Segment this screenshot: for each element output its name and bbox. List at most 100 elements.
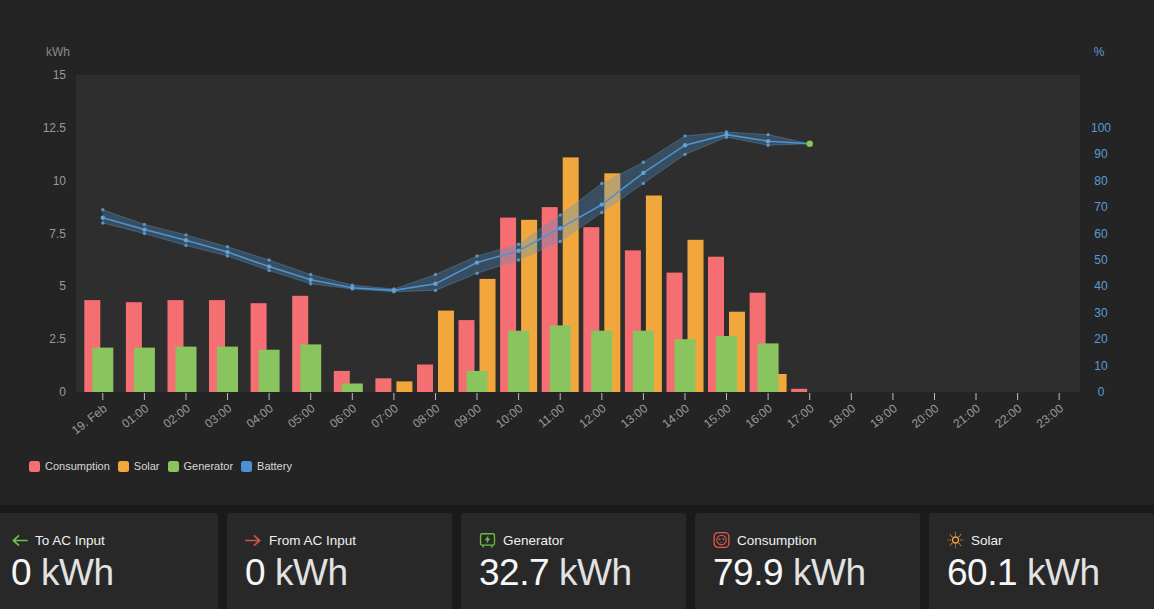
x-tick-label: 20:00 [909,401,942,431]
legend-swatch [29,461,40,472]
bar [550,325,571,392]
energy-chart: 19. Feb 01:00 02:00 03:00 04:00 05:00 06:00 07:… [0,0,1154,505]
legend-item-battery[interactable]: Battery [241,460,292,472]
bar [675,339,696,392]
x-tick-label: 04:00 [244,401,277,431]
card-value-unit: kWh [1027,552,1100,593]
bar [375,378,391,392]
legend-label: Solar [134,460,160,472]
bar [758,343,779,392]
card-title: To AC Input [11,532,218,548]
y-tick-label: 80 [1094,174,1108,188]
card-generator: Generator 32.7kWh [461,513,686,609]
card-title: Generator [479,532,686,548]
legend-item-consumption[interactable]: Consumption [29,460,110,472]
y-tick-label: 20 [1094,332,1108,346]
x-tick-label: 02:00 [161,401,194,431]
x-tick-label: 01:00 [119,401,152,431]
card-consumption: Consumption 79.9kWh [695,513,920,609]
card-solar: Solar 60.1kWh [929,513,1154,609]
y-tick-label: 50 [1094,253,1108,267]
legend-item-generator[interactable]: Generator [168,460,234,472]
x-tick-label: 09:00 [452,401,485,431]
x-tick-label: 23:00 [1034,401,1067,431]
x-tick-label: 11:00 [535,401,567,430]
bar [417,365,433,393]
card-value: 32.7kWh [479,554,686,591]
y-tick-label: 15 [53,68,67,82]
card-to-ac-input: To AC Input 0kWh [0,513,218,609]
x-tick-label: 06:00 [327,401,360,431]
bar [467,371,488,392]
x-tick-label: 17:00 [784,401,817,431]
legend-label: Generator [184,460,234,472]
y-tick-label: 40 [1094,279,1108,293]
vrm-dashboard: 19. Feb 01:00 02:00 03:00 04:00 05:00 06:00 07:… [0,0,1154,609]
bar [633,331,654,392]
y-tick-label: 30 [1094,306,1108,320]
card-from-ac-input: From AC Input 0kWh [227,513,452,609]
summary-cards: To AC Input 0kWh From AC Input 0kWh Gene… [0,513,1154,609]
x-tick-label: 13:00 [618,401,651,431]
legend-item-solar[interactable]: Solar [118,460,160,472]
sun-icon [947,532,964,549]
card-value: 79.9kWh [713,554,920,591]
card-value-number: 0 [245,552,265,593]
card-label: Generator [503,533,564,548]
y-tick-label: 10 [1094,359,1108,373]
y-tick-label: 90 [1094,147,1108,161]
x-tick-label: 10:00 [493,401,526,431]
legend-swatch [168,461,179,472]
left-axis-title: kWh [46,45,70,59]
card-title: Consumption [713,532,920,548]
y-tick-label: 0 [1098,385,1105,399]
generator-icon [479,532,496,549]
card-value-number: 60.1 [947,552,1017,593]
y-axis-left: 02.557.51012.515kWh [43,45,70,399]
x-tick-label: 22:00 [992,401,1025,431]
bar [176,347,197,392]
y-tick-label: 2.5 [49,332,66,346]
bar [134,348,155,392]
battery-last-point [807,141,813,147]
legend-swatch [241,461,252,472]
x-tick-label: 15:00 [701,401,734,431]
bar [300,344,321,392]
card-value-number: 32.7 [479,552,549,593]
x-axis: 19. Feb 01:00 02:00 03:00 04:00 05:00 06:00 07:… [69,393,1066,437]
bar [342,384,363,393]
arrow-left-icon [11,532,28,549]
card-title: Solar [947,532,1154,548]
right-axis-title: % [1094,45,1105,59]
arrow-right-icon [245,532,262,549]
card-value: 60.1kWh [947,554,1154,591]
bar [259,350,280,392]
bar [508,331,529,392]
y-tick-label: 5 [59,279,66,293]
card-label: To AC Input [35,533,105,548]
card-value-number: 79.9 [713,552,783,593]
x-tick-label: 21:00 [951,401,984,431]
bar [591,331,612,392]
bar [791,389,807,392]
card-value: 0kWh [11,554,218,591]
bar [217,347,238,392]
legend-label: Consumption [45,460,110,472]
x-tick-label: 05:00 [285,401,318,431]
y-tick-label: 7.5 [49,227,66,241]
bar [92,348,113,392]
energy-chart-panel: 19. Feb 01:00 02:00 03:00 04:00 05:00 06:00 07:… [0,0,1154,505]
bar [396,381,412,392]
y-tick-label: 70 [1094,200,1108,214]
card-label: Consumption [737,533,817,548]
x-tick-label: 19. Feb [69,401,110,437]
y-tick-label: 10 [53,174,67,188]
card-value-unit: kWh [41,552,114,593]
x-tick-label: 03:00 [202,401,235,431]
x-tick-label: 07:00 [368,401,401,431]
bar [438,311,454,392]
x-tick-label: 19:00 [867,401,900,431]
card-value-number: 0 [11,552,31,593]
y-tick-label: 0 [59,385,66,399]
legend-swatch [118,461,129,472]
